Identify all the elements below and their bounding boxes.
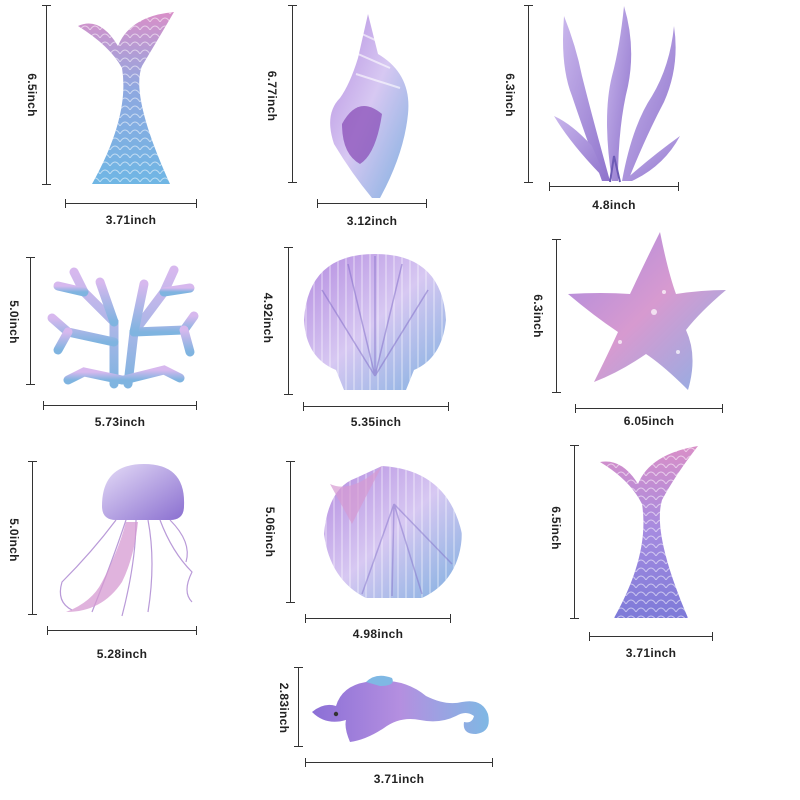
height-label: 6.5inch — [549, 506, 563, 550]
height-dimension-line — [42, 5, 51, 185]
height-dimension-line — [294, 667, 303, 747]
height-dimension-line — [284, 247, 293, 395]
width-dimension-line — [65, 199, 197, 208]
height-label: 6.3inch — [531, 294, 545, 338]
height-dimension-line — [552, 239, 561, 393]
height-label: 6.3inch — [503, 73, 517, 117]
height-dimension-line — [26, 257, 35, 385]
width-label: 5.35inch — [350, 415, 402, 429]
height-label: 6.5inch — [25, 73, 39, 117]
width-label: 5.28inch — [96, 647, 148, 661]
jellyfish-icon — [52, 462, 196, 618]
scallop-shell-icon — [302, 250, 448, 392]
height-dimension-line — [286, 461, 295, 603]
width-dimension-line — [549, 182, 679, 191]
width-label: 3.12inch — [346, 214, 398, 228]
coral-icon — [44, 262, 199, 389]
width-dimension-line — [43, 401, 197, 410]
starfish-icon — [568, 232, 726, 392]
width-label: 4.98inch — [352, 627, 404, 641]
width-label: 3.71inch — [105, 213, 157, 227]
width-dimension-line — [305, 758, 493, 767]
height-dimension-line — [570, 445, 579, 619]
height-dimension-line — [28, 461, 37, 615]
mermaid-tail-icon — [70, 6, 200, 186]
width-label: 3.71inch — [625, 646, 677, 660]
clam-shell-icon — [322, 464, 464, 600]
width-label: 4.8inch — [592, 198, 636, 212]
width-dimension-line — [575, 404, 723, 413]
height-label: 5.0inch — [7, 300, 21, 344]
height-label: 5.06inch — [263, 506, 277, 558]
conch-shell-icon — [328, 14, 412, 198]
height-dimension-line — [524, 5, 533, 183]
height-dimension-line — [288, 5, 297, 183]
width-label: 6.05inch — [623, 414, 675, 428]
width-dimension-line — [305, 614, 451, 623]
width-dimension-line — [47, 626, 197, 635]
seaweed-icon — [552, 6, 682, 184]
height-label: 5.0inch — [7, 518, 21, 562]
width-dimension-line — [303, 402, 449, 411]
width-label: 5.73inch — [94, 415, 146, 429]
width-dimension-line — [589, 632, 713, 641]
width-dimension-line — [317, 199, 427, 208]
height-label: 6.77inch — [265, 70, 279, 122]
seahorse-icon — [306, 672, 494, 748]
height-label: 4.92inch — [261, 292, 275, 344]
height-label: 2.83inch — [277, 682, 291, 734]
mermaid-tail-icon — [596, 444, 700, 620]
width-label: 3.71inch — [373, 772, 425, 786]
